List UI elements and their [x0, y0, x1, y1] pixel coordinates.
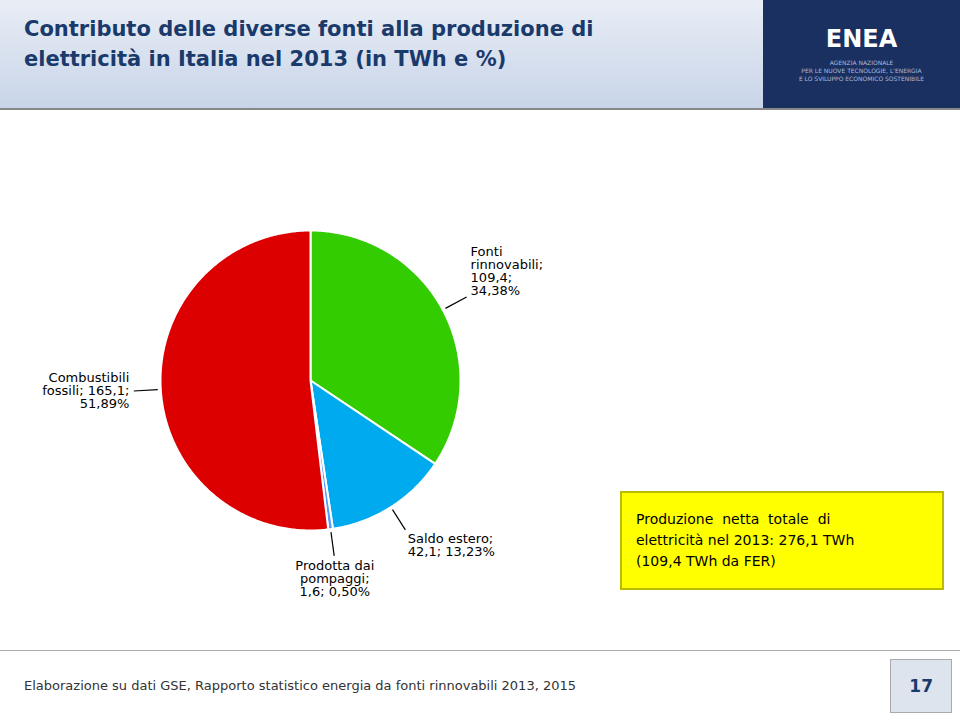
html-text:17: 17 [909, 675, 933, 696]
svg-text:Fontirinnovabili;109,4;34,38%: Fontirinnovabili;109,4;34,38% [471, 244, 544, 298]
html-text:ENEA: ENEA [825, 25, 898, 54]
html-text:AGENZIA NAZIONALE PER LE NUOVE: AGENZIA NAZIONALE PER LE NUOVE TECNOLOGI… [798, 59, 925, 82]
svg-text:Combustibilifossili; 165,1;51,: Combustibilifossili; 165,1;51,89% [42, 370, 129, 411]
html-text:Elaborazione su dati GSE, Rapp: Elaborazione su dati GSE, Rapporto stati… [24, 678, 576, 693]
svg-text:Saldo estero;42,1; 13,23%: Saldo estero;42,1; 13,23% [408, 531, 495, 559]
html-text:Produzione netta totale di ele: Produzione netta totale di elettricità n… [636, 511, 855, 569]
svg-text:Prodotta daipompaggi;1,6; 0,50: Prodotta daipompaggi;1,6; 0,50% [295, 558, 374, 599]
html-text:Contributo delle diverse fonti: Contributo delle diverse fonti alla prod… [24, 17, 594, 72]
